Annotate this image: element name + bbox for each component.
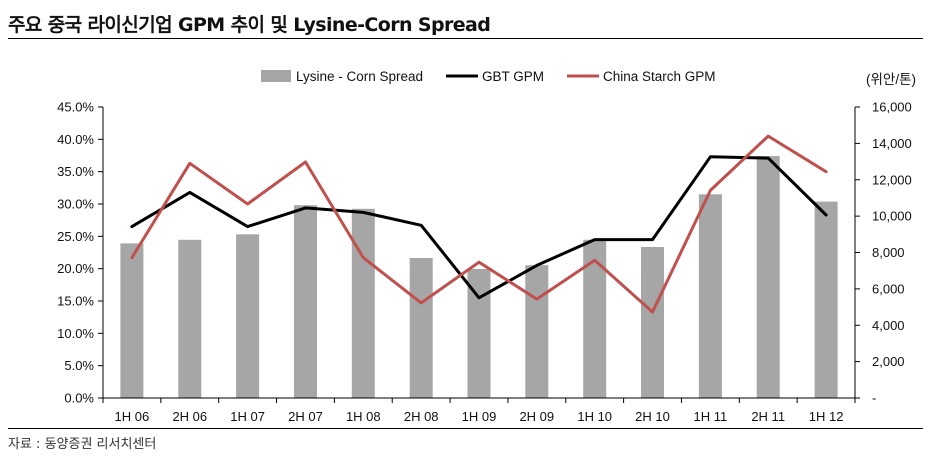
spread-bar bbox=[351, 208, 375, 398]
left-tick-label: 40.0% bbox=[57, 132, 94, 147]
x-tick-label: 1H 10 bbox=[577, 409, 612, 424]
x-tick-label: 1H 12 bbox=[809, 409, 844, 424]
right-tick-label: 10,000 bbox=[872, 209, 912, 224]
x-tick-label: 2H 07 bbox=[288, 409, 323, 424]
x-tick-label: 1H 06 bbox=[115, 409, 150, 424]
x-tick-label: 1H 09 bbox=[462, 409, 497, 424]
x-tick-label: 1H 08 bbox=[346, 409, 381, 424]
spread-bar bbox=[467, 268, 491, 398]
chart-legend: Lysine - Corn Spread GBT GPM China Starch … bbox=[261, 69, 716, 84]
right-tick-label: 4,000 bbox=[872, 318, 905, 333]
right-tick-label: 12,000 bbox=[872, 172, 912, 187]
spread-bar bbox=[236, 234, 260, 398]
right-tick-label: 8,000 bbox=[872, 245, 905, 260]
legend-label-china-starch: China Starch GPM bbox=[603, 69, 716, 84]
spread-bar bbox=[294, 205, 317, 398]
legend-label-spread: Lysine - Corn Spread bbox=[296, 69, 423, 84]
left-tick-label: 45.0% bbox=[57, 100, 94, 115]
right-tick-label: 16,000 bbox=[872, 100, 912, 115]
left-tick-label: 35.0% bbox=[57, 164, 94, 179]
source-note: 자료 : 동양증권 리서치센터 bbox=[8, 437, 157, 452]
right-tick-label: 14,000 bbox=[872, 136, 912, 151]
gbt-gpm-line bbox=[130, 155, 828, 300]
x-tick-label: 1H 11 bbox=[694, 409, 728, 424]
spread-bar bbox=[698, 194, 722, 398]
legend-label-gbt: GBT GPM bbox=[482, 69, 544, 84]
spread-bar bbox=[814, 201, 838, 398]
left-tick-label: 10.0% bbox=[57, 326, 94, 341]
x-tick-label: 1H 07 bbox=[230, 409, 265, 424]
left-tick-label: 25.0% bbox=[57, 229, 94, 244]
right-tick-label: - bbox=[872, 391, 876, 406]
spread-bar bbox=[409, 258, 433, 398]
spread-bar bbox=[641, 247, 664, 398]
spread-bar bbox=[525, 265, 549, 398]
left-tick-label: 5.0% bbox=[64, 358, 94, 373]
spread-bars bbox=[120, 156, 838, 398]
x-tick-label: 2H 08 bbox=[404, 409, 439, 424]
spread-bar bbox=[756, 156, 780, 398]
right-axis-unit: (위안/톤) bbox=[866, 72, 916, 87]
chart-axes: 0.0% 5.0% 10.0% 15.0% 20.0% 25.0% 30.0% 35.0% 40… bbox=[57, 72, 916, 424]
chart-title: 주요 중국 라이신기업 GPM 추이 및 Lysine-Corn Spread bbox=[8, 14, 491, 36]
title-divider bbox=[8, 38, 923, 39]
right-tick-label: 2,000 bbox=[872, 354, 905, 369]
spread-bar bbox=[583, 239, 607, 398]
china-starch-gpm-line bbox=[130, 134, 828, 314]
x-tick-label: 2H 11 bbox=[751, 409, 785, 424]
left-tick-label: 0.0% bbox=[64, 391, 94, 406]
x-tick-label: 2H 09 bbox=[519, 409, 554, 424]
spread-bar bbox=[120, 243, 144, 398]
footer-divider bbox=[8, 428, 923, 429]
gpm-lines bbox=[130, 134, 828, 314]
x-tick-label: 2H 10 bbox=[635, 409, 670, 424]
legend-swatch-spread bbox=[261, 70, 291, 82]
left-tick-label: 20.0% bbox=[57, 261, 94, 276]
left-tick-label: 15.0% bbox=[57, 294, 94, 309]
spread-bar bbox=[178, 239, 202, 398]
left-tick-label: 30.0% bbox=[57, 197, 94, 212]
x-tick-label: 2H 06 bbox=[172, 409, 207, 424]
right-tick-label: 6,000 bbox=[872, 281, 905, 296]
